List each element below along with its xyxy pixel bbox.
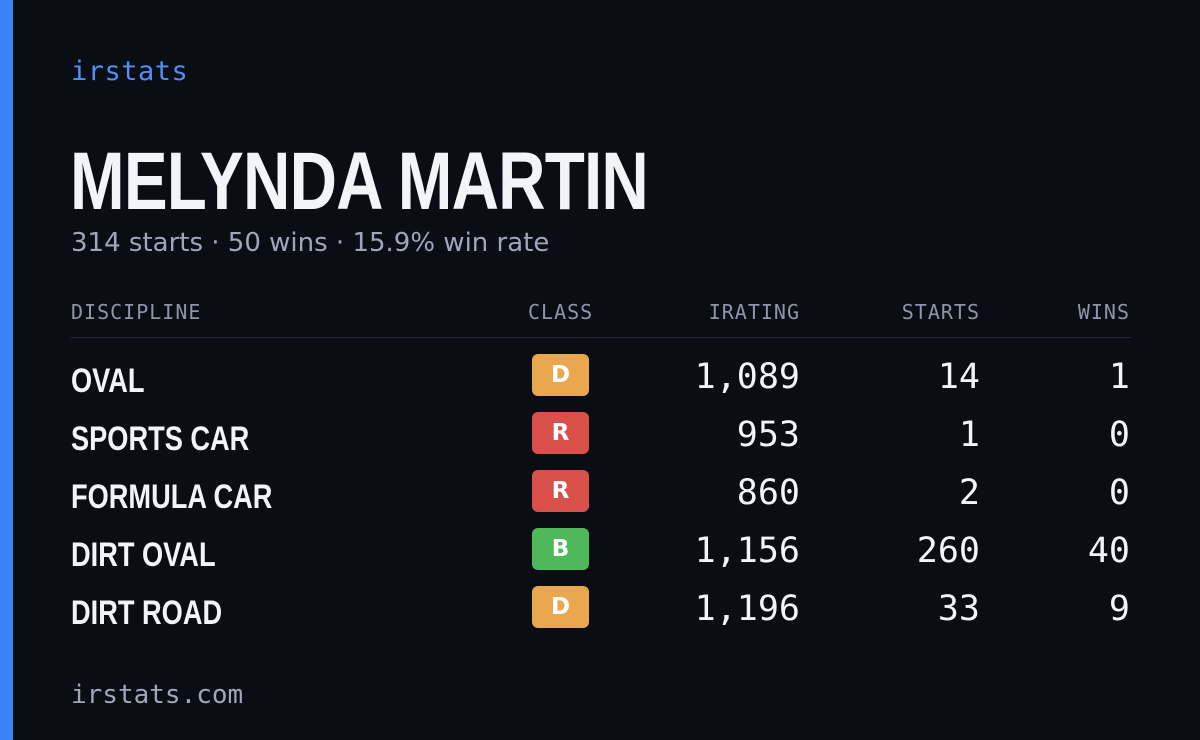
wins-value: 1 — [1108, 357, 1130, 397]
irating-value: 1,156 — [694, 531, 800, 571]
header-discipline: DISCIPLINE — [71, 300, 202, 324]
class-badge: R — [532, 412, 589, 454]
irating-value: 1,089 — [694, 357, 800, 397]
table-row: OVAL D 1,089 14 1 — [71, 354, 1131, 412]
irating-value: 860 — [736, 473, 800, 513]
discipline-name: FORMULA CAR — [71, 478, 273, 516]
table-row: FORMULA CAR R 860 2 0 — [71, 470, 1131, 528]
brand-logo: irstats — [71, 56, 189, 87]
table-row: DIRT ROAD D 1,196 33 9 — [71, 586, 1131, 644]
driver-summary: 314 starts · 50 wins · 15.9% win rate — [71, 228, 550, 258]
starts-value: 260 — [916, 531, 980, 571]
class-badge: D — [532, 586, 589, 628]
table-row: SPORTS CAR R 953 1 0 — [71, 412, 1131, 470]
class-badge: D — [532, 354, 589, 396]
starts-value: 1 — [958, 415, 980, 455]
header-wins: WINS — [1077, 300, 1130, 324]
starts-value: 14 — [937, 357, 980, 397]
driver-name: MELYNDA MARTIN — [70, 136, 649, 227]
class-badge: R — [532, 470, 589, 512]
accent-bar — [0, 0, 13, 740]
wins-value: 9 — [1108, 589, 1130, 629]
discipline-name: DIRT OVAL — [71, 536, 216, 574]
wins-value: 0 — [1108, 473, 1130, 513]
table-row: DIRT OVAL B 1,156 260 40 — [71, 528, 1131, 586]
wins-value: 40 — [1087, 531, 1130, 571]
discipline-name: SPORTS CAR — [71, 420, 250, 458]
discipline-table: DISCIPLINE CLASS IRATING STARTS WINS OVA… — [71, 296, 1131, 632]
starts-value: 2 — [958, 473, 980, 513]
header-class: CLASS — [528, 300, 594, 324]
discipline-name: DIRT ROAD — [71, 594, 223, 632]
irating-value: 1,196 — [694, 589, 800, 629]
table-header: DISCIPLINE CLASS IRATING STARTS WINS — [71, 296, 1131, 338]
header-starts: STARTS — [901, 300, 980, 324]
class-badge: B — [532, 528, 589, 570]
discipline-name: OVAL — [71, 362, 145, 400]
starts-value: 33 — [937, 589, 980, 629]
wins-value: 0 — [1108, 415, 1130, 455]
irating-value: 953 — [736, 415, 800, 455]
footer-domain: irstats.com — [71, 680, 244, 710]
header-irating: IRATING — [708, 300, 800, 324]
